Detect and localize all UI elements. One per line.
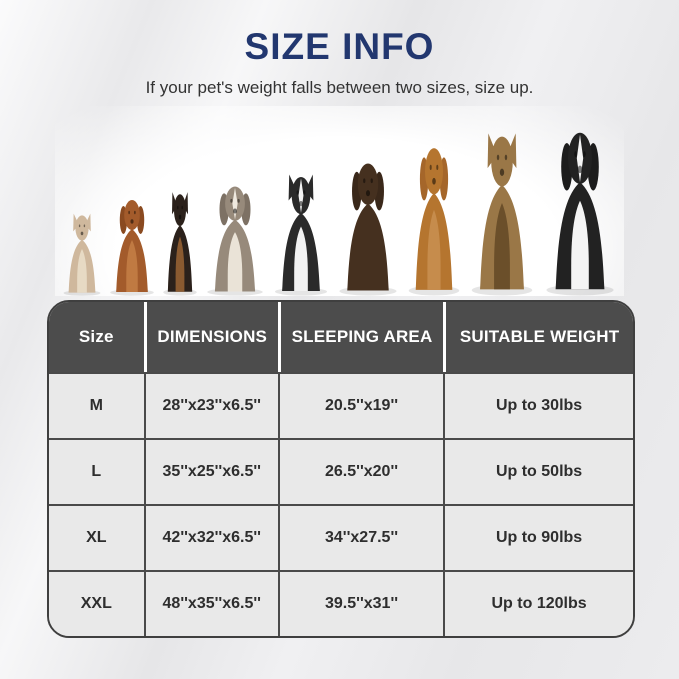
table-cell: 35''x25''x6.5''	[143, 438, 278, 504]
dog-bernese-mountain-dog	[545, 132, 614, 296]
table-cell: 34''x27.5''	[277, 504, 444, 570]
dog-german-shepherd	[471, 133, 532, 296]
table-cell: 28''x23''x6.5''	[143, 372, 278, 438]
dog-chocolate-labrador	[338, 163, 397, 296]
page-subtitle: If your pet's weight falls between two s…	[145, 78, 534, 97]
table-cell: Up to 120lbs	[443, 570, 633, 636]
table-row: L 35''x25''x6.5'' 26.5''x20'' Up to 50lbs	[49, 438, 633, 504]
table-cell: Up to 50lbs	[443, 438, 633, 504]
table-row: XXL 48''x35''x6.5'' 39.5''x31'' Up to 120lb…	[49, 570, 633, 636]
dog-border-collie	[274, 174, 327, 296]
table-cell: M	[49, 372, 144, 438]
table-cell: Up to 90lbs	[443, 504, 633, 570]
size-table-header-row: Size DIMENSIONS SLEEPING AREA SUITABLE WEIG…	[49, 302, 633, 372]
page-title: SIZE INFO	[244, 26, 435, 67]
size-table-body: M 28''x23''x6.5'' 20.5''x19'' Up to 30lbs L 3…	[49, 372, 633, 636]
header-cell: DIMENSIONS	[143, 302, 278, 372]
header-cell: SUITABLE WEIGHT	[443, 302, 633, 372]
dog-english-bulldog	[206, 186, 263, 296]
table-row: M 28''x23''x6.5'' 20.5''x19'' Up to 30lbs	[49, 372, 633, 438]
table-cell: 39.5''x31''	[277, 570, 444, 636]
table-cell: 20.5''x19''	[277, 372, 444, 438]
dog-french-bulldog	[63, 213, 100, 296]
size-table: Size DIMENSIONS SLEEPING AREA SUITABLE WEIG…	[47, 300, 635, 638]
header-cell: SLEEPING AREA	[277, 302, 443, 372]
dog-cavalier-spaniel	[109, 200, 154, 296]
table-cell: XXL	[49, 570, 144, 636]
table-cell: Up to 30lbs	[443, 372, 633, 438]
table-cell: 26.5''x20''	[277, 438, 444, 504]
table-cell: XL	[49, 504, 144, 570]
table-cell: 48''x35''x6.5''	[143, 570, 278, 636]
table-cell: 42''x32''x6.5''	[143, 504, 278, 570]
table-row: XL 42''x32''x6.5'' 34''x27.5'' Up to 90lbs	[49, 504, 633, 570]
header-cell: Size	[78, 327, 114, 346]
dog-vizsla	[408, 148, 459, 296]
dog-miniature-pinscher	[162, 192, 197, 296]
table-cell: L	[49, 438, 144, 504]
dogs-lineup-image	[55, 106, 624, 296]
